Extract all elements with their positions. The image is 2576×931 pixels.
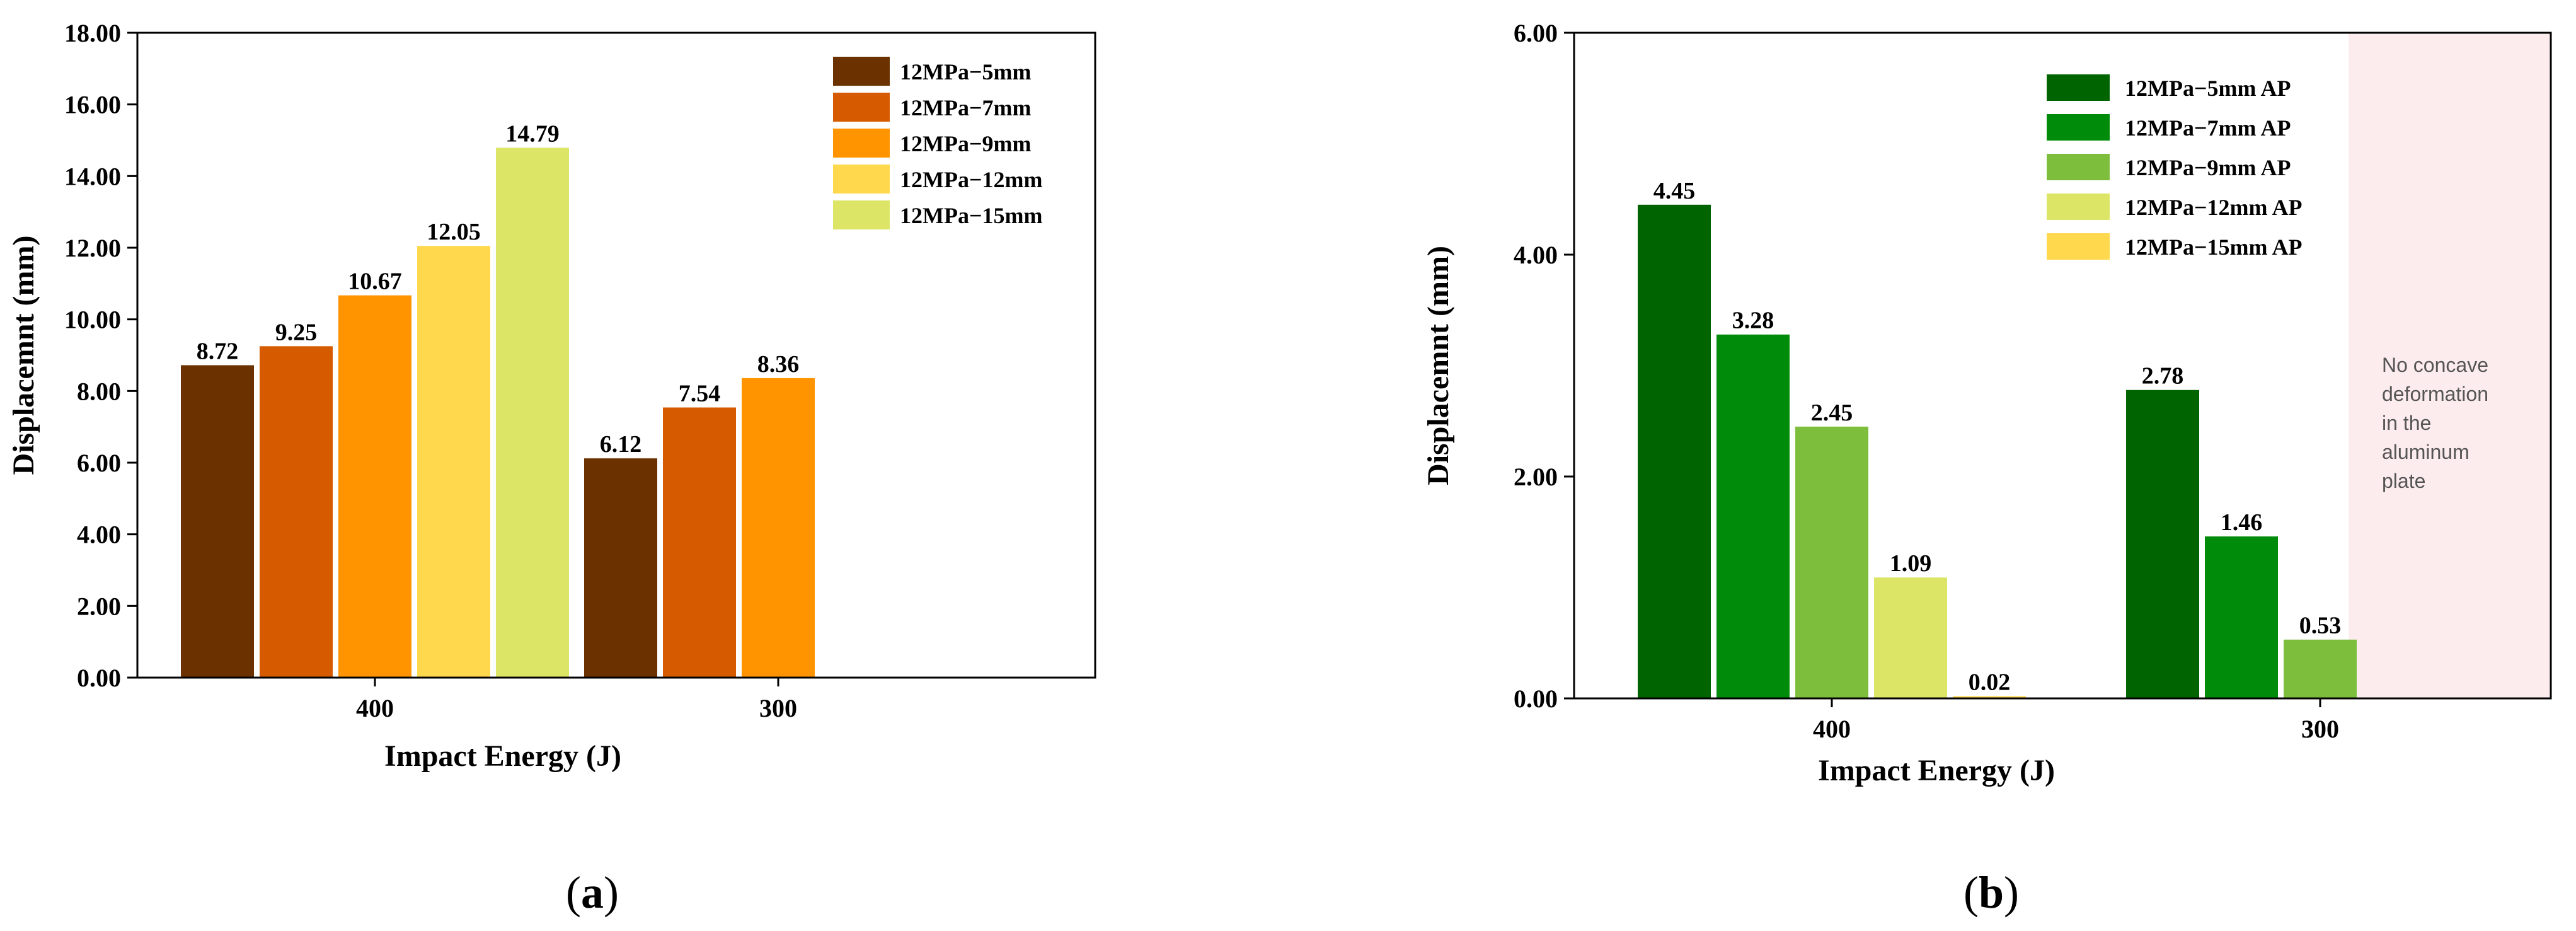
y-axis-title: Displacemnt (mm) [7, 236, 40, 475]
annotation-text: in the [2382, 412, 2431, 434]
annotation-text: plate [2382, 470, 2425, 492]
data-label: 14.79 [505, 120, 560, 147]
panel-label-open: ( [566, 867, 581, 918]
bar [2284, 639, 2357, 698]
y-tick-label: 2.00 [77, 592, 121, 620]
bar [260, 346, 333, 678]
y-tick-label: 10.00 [64, 306, 121, 334]
legend-label: 12MPa−9mm AP [2125, 155, 2291, 180]
bar [2126, 390, 2199, 698]
annotation-region [2349, 33, 2551, 698]
legend-swatch [833, 93, 890, 122]
x-tick-label: 300 [759, 694, 797, 722]
panel-label: (b) [1964, 867, 2019, 918]
data-label: 7.54 [679, 380, 721, 407]
bar [1795, 426, 1868, 698]
x-axis-title: Impact Energy (J) [1818, 754, 2055, 787]
legend-label: 12MPa−9mm [900, 131, 1031, 156]
legend-label: 12MPa−5mm AP [2125, 76, 2291, 101]
data-label: 6.12 [600, 431, 642, 458]
x-tick-label: 400 [1813, 715, 1851, 743]
data-label: 8.36 [757, 351, 800, 378]
data-label: 1.46 [2221, 509, 2263, 536]
annotation-text: deformation [2382, 383, 2488, 405]
bar [584, 458, 657, 678]
y-tick-label: 8.00 [77, 377, 121, 405]
bar [1638, 204, 1711, 698]
legend-swatch [833, 57, 890, 86]
legend-label: 12MPa−15mm [900, 203, 1042, 228]
bar [496, 147, 569, 678]
data-label: 2.45 [1811, 400, 1853, 426]
data-label: 0.53 [2299, 613, 2342, 639]
x-axis-title: Impact Energy (J) [384, 739, 621, 773]
data-label: 4.45 [1653, 178, 1696, 204]
plot-frame [1573, 32, 2552, 700]
bar [417, 246, 490, 678]
legend-swatch [833, 129, 890, 158]
bar [338, 295, 411, 678]
y-tick-label: 6.00 [1514, 19, 1558, 47]
data-label: 8.72 [197, 338, 239, 364]
bar [1953, 696, 2026, 698]
legend-swatch [2047, 233, 2110, 260]
legend-swatch [2047, 194, 2110, 220]
chart-panel-a: 8.72 9.25 10.67 12.05 14.79 400 6.12 7.54 8.36 30… [7, 19, 1096, 918]
data-label: 3.28 [1732, 308, 1774, 334]
chart-panel-b: No concave deformation in the aluminum plate… [1422, 19, 2552, 918]
y-axis-title: Displacemnt (mm) [1422, 246, 1455, 485]
legend-swatch [2047, 114, 2110, 141]
y-tick-label: 2.00 [1514, 463, 1558, 491]
bar [1874, 577, 1947, 698]
legend-label: 12MPa−12mm [900, 167, 1042, 192]
legend-swatch [2047, 154, 2110, 180]
y-tick-label: 6.00 [77, 449, 121, 477]
panel-label-open: ( [1964, 867, 1979, 918]
y-tick-label: 16.00 [64, 91, 121, 119]
legend-label: 12MPa−7mm AP [2125, 115, 2291, 141]
legend-swatch [2047, 74, 2110, 101]
x-tick-label: 400 [356, 694, 394, 722]
y-tick-label: 0.00 [77, 664, 121, 692]
annotation-text: aluminum [2382, 441, 2470, 463]
x-tick-label: 300 [2301, 715, 2339, 743]
panel-label: (a) [566, 867, 619, 918]
data-label: 1.09 [1890, 550, 1932, 577]
y-tick-label: 12.00 [64, 234, 121, 262]
y-tick-label: 4.00 [77, 521, 121, 549]
panel-label-letter: b [1979, 867, 2004, 918]
data-label: 9.25 [275, 319, 318, 345]
legend-swatch [833, 200, 890, 229]
data-label: 0.02 [1969, 669, 2011, 695]
legend-label: 12MPa−12mm AP [2125, 195, 2302, 220]
data-label: 10.67 [348, 269, 402, 295]
annotation-text: No concave [2382, 354, 2488, 376]
panel-label-close: ) [604, 867, 619, 918]
legend-label: 12MPa−5mm [900, 59, 1031, 84]
plot-frame [136, 32, 1096, 679]
y-tick-label: 18.00 [64, 19, 121, 47]
bar [742, 378, 815, 678]
bar [663, 407, 736, 678]
y-tick-label: 0.00 [1514, 685, 1558, 713]
data-label: 12.05 [427, 219, 481, 245]
y-tick-label: 14.00 [64, 162, 121, 190]
data-label: 2.78 [2142, 363, 2184, 390]
panel-label-letter: a [581, 867, 604, 918]
bar [1716, 334, 1790, 698]
panel-label-close: ) [2004, 867, 2019, 918]
bar [2205, 536, 2278, 698]
y-tick-label: 4.00 [1514, 241, 1558, 269]
bar [181, 365, 254, 678]
legend-label: 12MPa−7mm [900, 95, 1031, 120]
legend-label: 12MPa−15mm AP [2125, 234, 2302, 260]
legend-swatch [833, 165, 890, 194]
